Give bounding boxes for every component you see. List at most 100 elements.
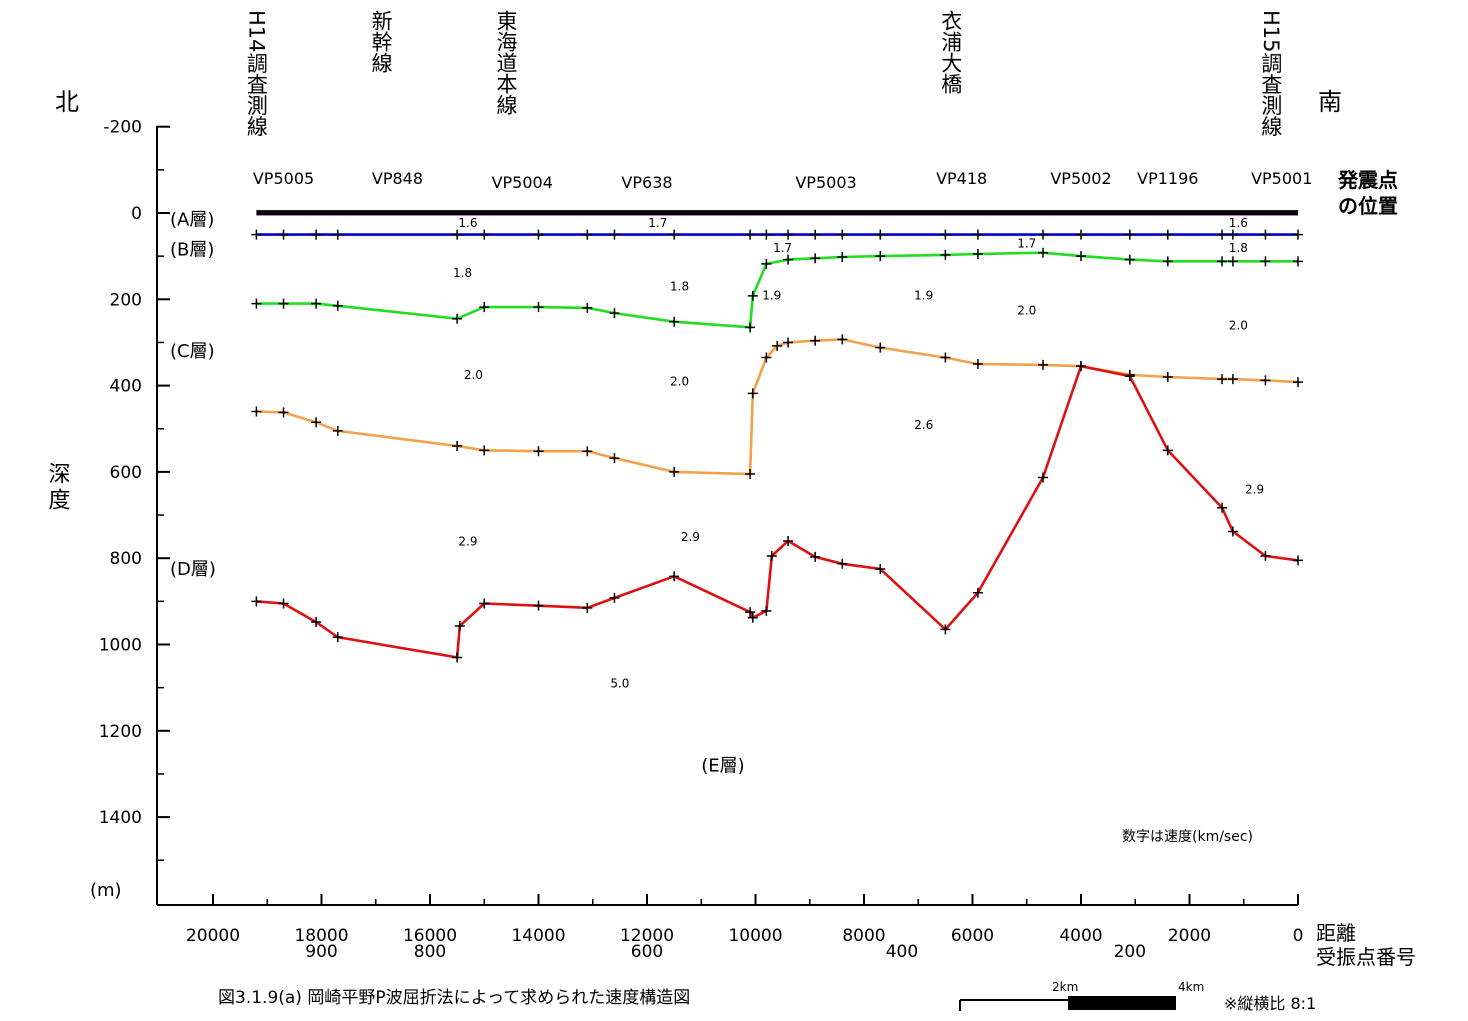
point-marker [810, 551, 821, 562]
y-tick-label: 400 [110, 377, 142, 397]
aspect-ratio-note: ※縦横比 8:1 [1224, 994, 1316, 1013]
y-tick-label: 600 [110, 463, 142, 483]
point-marker [972, 587, 983, 598]
point-marker [972, 248, 983, 259]
figure-caption: 図3.1.9(a) 岡崎平野P波屈折法によって求められた速度構造図 [218, 988, 690, 1008]
point-marker [1162, 256, 1173, 267]
point-marker [745, 469, 756, 480]
point-marker [940, 249, 951, 260]
point-marker [972, 359, 983, 370]
velocity-note: 数字は速度(km/sec) [1122, 829, 1253, 845]
point-marker [251, 406, 262, 417]
velocity-value: 2.0 [464, 368, 483, 382]
y-tick-label: 1200 [99, 722, 142, 742]
south-label: 南 [1318, 88, 1342, 116]
point-marker [747, 388, 758, 399]
point-marker [452, 652, 463, 663]
x-tick-label: 10000 [728, 926, 782, 946]
receiver-tick-label: 800 [414, 942, 446, 962]
x-tick-label: 6000 [951, 926, 994, 946]
point-marker [783, 535, 794, 546]
point-marker [278, 598, 289, 609]
x-tick-label: 0 [1293, 926, 1304, 946]
landmark-label: H15調査測線 [1259, 10, 1283, 137]
shot-point-label: VP638 [621, 173, 672, 192]
point-marker [810, 253, 821, 264]
point-marker [582, 446, 593, 457]
point-marker [772, 340, 783, 351]
point-marker [533, 446, 544, 457]
point-marker [582, 229, 593, 240]
point-marker [783, 229, 794, 240]
landmark-label: H14調査測線 [244, 10, 268, 137]
point-marker [479, 445, 490, 456]
series-line [256, 364, 1299, 659]
point-marker [837, 334, 848, 345]
point-marker [747, 612, 758, 623]
point-marker [251, 298, 262, 309]
receiver-tick-label: 200 [1114, 942, 1146, 962]
x-tick-label: 12000 [620, 926, 674, 946]
point-marker [332, 300, 343, 311]
north-label: 北 [55, 88, 79, 116]
y-tick-label: 1400 [99, 808, 142, 828]
velocity-value: 2.0 [1017, 303, 1036, 317]
series-line [256, 338, 1299, 476]
point-marker [1227, 374, 1238, 385]
x-tick-label: 4000 [1059, 926, 1102, 946]
velocity-value: 2.9 [458, 534, 477, 548]
point-marker [761, 258, 772, 269]
point-marker [745, 229, 756, 240]
point-marker [1260, 229, 1271, 240]
point-marker [1162, 229, 1173, 240]
receiver-tick-label: 900 [305, 942, 337, 962]
point-marker [745, 322, 756, 333]
shot-point-label: VP5001 [1251, 169, 1312, 188]
point-marker [837, 558, 848, 569]
point-marker [1038, 247, 1049, 258]
landmark-label: 東海道本線 [494, 10, 518, 115]
shot-point-label: VP5002 [1050, 169, 1111, 188]
distance-axis-label: 距離 [1316, 921, 1356, 945]
point-marker [745, 607, 756, 618]
point-marker [810, 229, 821, 240]
velocity-value: 1.8 [1229, 241, 1248, 255]
layer-label: (C層) [170, 341, 215, 362]
point-marker [669, 466, 680, 477]
shot-point-label: VP5004 [492, 173, 553, 192]
velocity-value: 2.0 [1229, 319, 1248, 333]
layer-label: (E層) [701, 755, 744, 776]
point-marker [1227, 229, 1238, 240]
point-marker [479, 229, 490, 240]
receiver-tick-label: 600 [631, 942, 663, 962]
point-marker [1076, 229, 1086, 240]
point-marker [761, 605, 772, 616]
point-marker [278, 229, 289, 240]
landmark-label: 新幹線 [369, 10, 393, 73]
point-marker [311, 298, 322, 309]
point-marker [251, 596, 262, 607]
point-marker [479, 302, 490, 313]
scale-4km-label: 4km [1178, 980, 1204, 994]
layer-label: (A層) [170, 209, 214, 230]
point-marker [940, 352, 951, 363]
point-marker [332, 425, 343, 436]
point-marker [311, 229, 322, 240]
point-marker [452, 229, 463, 240]
point-marker [609, 453, 620, 464]
point-marker [669, 571, 680, 582]
point-marker [479, 598, 490, 609]
point-marker [669, 316, 680, 327]
velocity-value: 5.0 [610, 677, 629, 691]
point-marker [1124, 254, 1135, 265]
velocity-value: 1.9 [914, 288, 933, 302]
x-tick-label: 2000 [1168, 926, 1211, 946]
point-marker [452, 441, 463, 452]
velocity-value: 2.9 [1245, 482, 1264, 496]
point-marker [1162, 445, 1173, 456]
velocity-value: 2.9 [681, 530, 700, 544]
velocity-value: 1.7 [648, 216, 667, 230]
point-marker [972, 229, 983, 240]
point-marker [278, 298, 289, 309]
point-marker [940, 624, 951, 635]
